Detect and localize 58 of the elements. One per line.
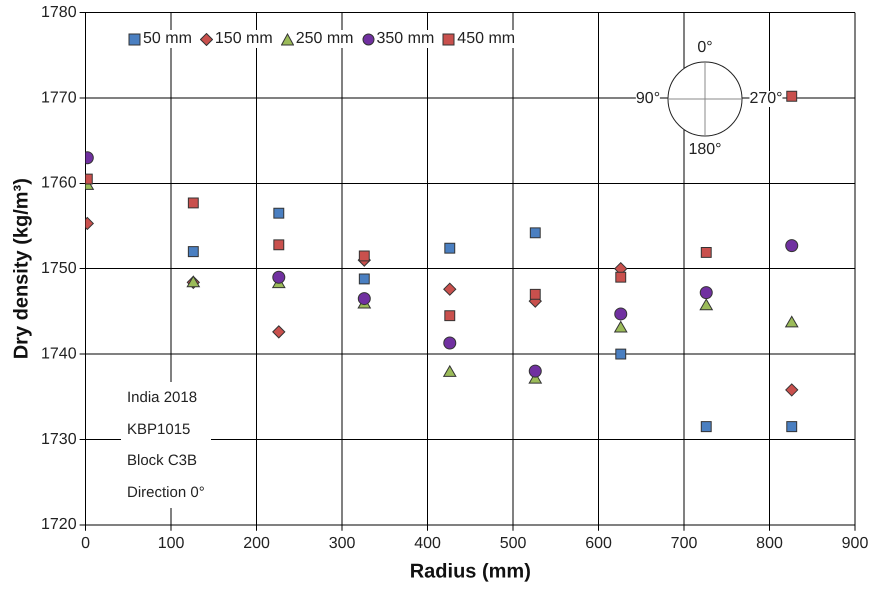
legend-label: 250 mm	[296, 30, 354, 48]
point	[272, 325, 286, 338]
x-tick-label: 800	[756, 534, 783, 552]
point	[700, 286, 713, 300]
point	[528, 364, 542, 378]
y-axis-title: Dry density (kg/m³)	[10, 178, 33, 360]
annotation: Direction 0°	[127, 482, 205, 502]
x-tick-label: 600	[585, 534, 612, 552]
point	[358, 292, 371, 306]
annotation: 0°	[697, 39, 713, 56]
x-tick-label: 900	[842, 534, 868, 552]
x-tick-label: 200	[243, 534, 270, 552]
point	[443, 282, 456, 296]
x-tick-label: 400	[414, 534, 441, 552]
point	[358, 250, 370, 262]
annotation: 90°	[636, 90, 660, 107]
x-tick-label: 0	[81, 534, 90, 552]
point	[786, 90, 798, 102]
legend-label: 450 mm	[457, 30, 516, 48]
point	[444, 242, 456, 254]
y-tick-label: 1760	[41, 174, 77, 192]
point	[188, 198, 199, 208]
point	[615, 348, 626, 360]
point	[615, 272, 626, 283]
x-tick-label: 700	[670, 534, 698, 552]
point	[700, 421, 712, 432]
point	[273, 239, 284, 250]
annotation: 180°	[688, 141, 722, 158]
legend-label: 350 mm	[376, 30, 434, 48]
annotation: Block C3B	[127, 451, 198, 471]
x-tick-label: 300	[328, 534, 356, 552]
annotation: India 2018	[127, 388, 198, 408]
point	[614, 307, 628, 320]
point	[444, 310, 456, 322]
y-tick-label: 1780	[41, 4, 77, 22]
point	[785, 383, 798, 396]
y-tick-label: 1750	[41, 260, 77, 278]
annotation: KBP1015	[127, 420, 192, 440]
y-tick-label: 1770	[41, 89, 77, 106]
point	[530, 227, 541, 238]
point	[358, 273, 370, 284]
point	[188, 246, 199, 258]
x-tick-label: 100	[158, 534, 185, 552]
y-tick-label: 1720	[41, 516, 77, 534]
legend-label: 50 mm	[143, 30, 192, 48]
point	[530, 288, 541, 300]
x-axis-title: Radius (mm)	[410, 560, 531, 583]
x-tick-label: 500	[500, 534, 526, 552]
y-tick-label: 1740	[41, 345, 77, 362]
point	[700, 247, 712, 258]
point	[786, 421, 798, 432]
point	[443, 336, 456, 350]
point	[785, 239, 798, 252]
point	[273, 208, 284, 219]
point	[272, 270, 286, 284]
annotation: 270°	[749, 90, 783, 107]
legend-label: 150 mm	[214, 30, 273, 48]
y-tick-label: 1730	[41, 430, 77, 448]
